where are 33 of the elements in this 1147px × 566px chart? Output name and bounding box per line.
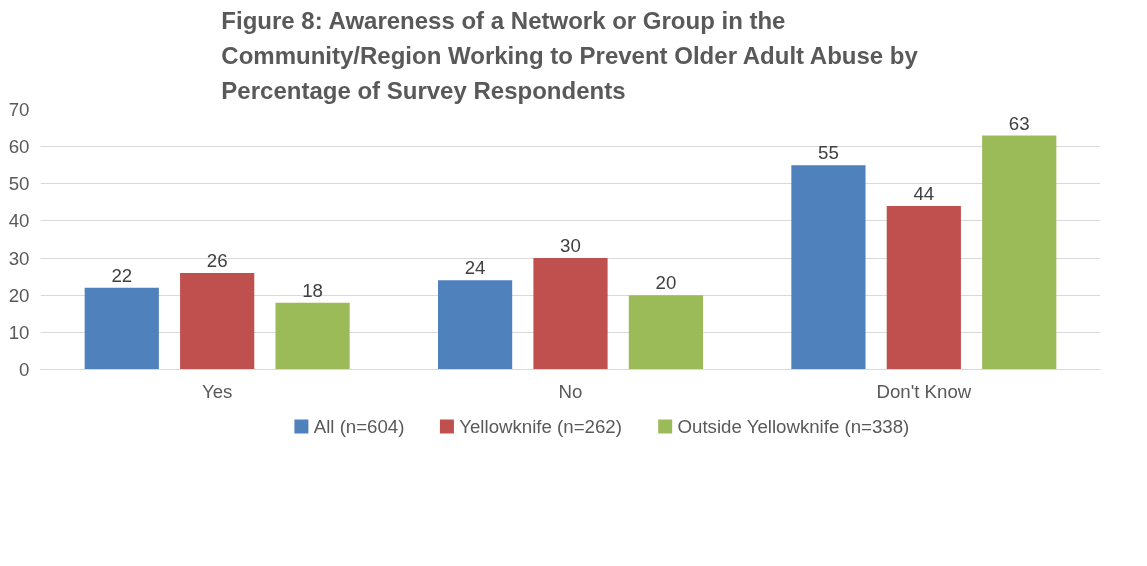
bar [275, 302, 350, 370]
legend-label: All (n=604) [313, 416, 405, 437]
bar [791, 165, 866, 370]
bar [438, 280, 513, 370]
y-tick-label: 40 [8, 210, 30, 232]
legend-label: Outside Yellowknife (n=338) [677, 416, 910, 437]
data-label: 63 [1008, 112, 1030, 134]
bar [180, 272, 255, 370]
data-label: 55 [818, 142, 839, 164]
y-tick-label: 60 [8, 136, 30, 158]
bar [886, 206, 961, 370]
chart-title: Figure 8: Awareness of a Network or Group in the Community/Region Working to Prevent Older Adult Abuse by Percentage of Survey Respondents [221, 7, 919, 105]
data-label: 44 [913, 183, 935, 205]
data-label: 20 [655, 272, 677, 294]
data-label: 24 [464, 257, 486, 279]
y-tick-label: 10 [8, 321, 30, 343]
y-tick-label: 70 [8, 99, 30, 120]
bar [982, 135, 1057, 370]
x-tick-label: Yes [201, 380, 233, 402]
legend-label: Yellowknife (n=262) [459, 416, 622, 437]
y-tick-label: 30 [8, 247, 30, 269]
bar [84, 287, 159, 370]
data-label: 18 [302, 279, 323, 301]
y-tick-label: 50 [8, 173, 30, 195]
data-label: 22 [111, 264, 133, 286]
bar [628, 295, 703, 370]
bar [533, 258, 608, 370]
data-label: 30 [560, 235, 581, 257]
data-label: 26 [206, 249, 228, 271]
y-tick-label: 20 [8, 284, 30, 306]
x-tick-label: No [558, 380, 583, 402]
y-tick-label: 0 [19, 359, 30, 380]
x-tick-label: Don't Know [876, 380, 972, 402]
